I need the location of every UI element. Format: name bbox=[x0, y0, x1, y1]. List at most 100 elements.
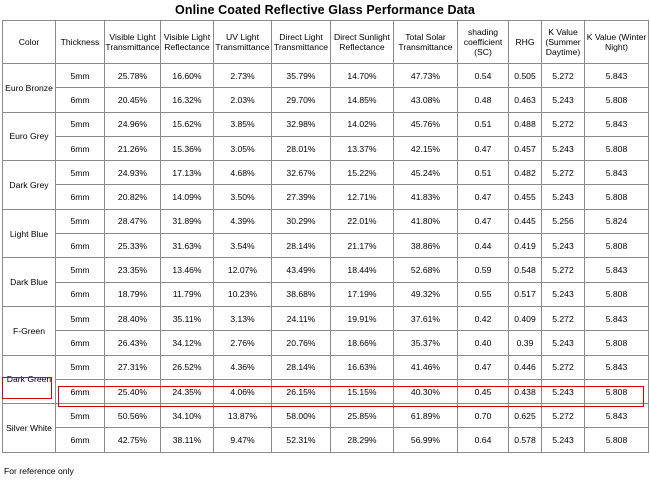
table-cell: 6mm bbox=[55, 378, 105, 405]
column-header: Total Solar Transmittance bbox=[393, 20, 458, 64]
table-cell: 3.13% bbox=[213, 305, 272, 332]
table-cell: 6mm bbox=[55, 184, 105, 210]
table-cell: 58.00% bbox=[271, 403, 331, 429]
table-cell: 13.46% bbox=[160, 257, 214, 283]
column-header: Visible Light Transmittance bbox=[104, 20, 161, 64]
table-cell: 50.56% bbox=[104, 403, 161, 429]
table-cell: 27.39% bbox=[271, 184, 331, 210]
table-cell: 25.78% bbox=[104, 62, 161, 89]
table-cell: 25.40% bbox=[104, 378, 161, 405]
table-cell: 13.37% bbox=[330, 135, 394, 162]
table-cell: 20.82% bbox=[104, 184, 161, 210]
color-cell: Light Blue bbox=[2, 208, 56, 259]
table-cell: 5.808 bbox=[584, 87, 649, 113]
table-cell: 29.70% bbox=[271, 87, 331, 113]
table-cell: 56.99% bbox=[393, 427, 458, 453]
table-cell: 30.29% bbox=[271, 208, 331, 235]
table-cell: 14.09% bbox=[160, 184, 214, 210]
table-cell: 45.76% bbox=[393, 111, 458, 137]
table-cell: 0.51 bbox=[457, 160, 509, 186]
table-cell: 0.40 bbox=[457, 330, 509, 356]
column-header: UV Light Transmittance bbox=[213, 20, 272, 64]
table-cell: 5.256 bbox=[541, 208, 585, 235]
table-row: Light Blue 5mm 28.47% 31.89% 4.39% 30.29% 22.0… bbox=[2, 208, 649, 259]
table-cell: 17.19% bbox=[330, 281, 394, 307]
table-cell: 25.33% bbox=[104, 233, 161, 259]
table-cell: 9.47% bbox=[213, 427, 272, 453]
table-cell: 28.14% bbox=[271, 233, 331, 259]
table-row: 6mm 42.75% 38.11% 9.47% 52.31% 28.29% 56.99% 0.… bbox=[3, 427, 649, 453]
table-cell: 3.50% bbox=[213, 184, 272, 210]
table-cell: 43.49% bbox=[271, 257, 331, 283]
table-cell: 5.243 bbox=[541, 330, 585, 356]
table-cell: 26.15% bbox=[271, 378, 331, 405]
table-cell: 49.32% bbox=[393, 281, 458, 307]
table-cell: 4.68% bbox=[213, 160, 272, 186]
table-cell: 23.35% bbox=[104, 257, 161, 283]
table-cell: 28.40% bbox=[104, 305, 161, 332]
table-row: 6mm 25.33% 31.63% 3.54% 28.14% 21.17% 38.86% 0.… bbox=[3, 233, 649, 259]
table-cell: 5.243 bbox=[541, 281, 585, 307]
table-cell: 14.02% bbox=[330, 111, 394, 137]
table-cell: 18.44% bbox=[330, 257, 394, 283]
table-cell: 0.455 bbox=[508, 184, 542, 210]
column-header: Color bbox=[2, 20, 56, 64]
header-row: Color Thickness Visible Light Transmitta… bbox=[2, 20, 649, 64]
table-cell: 4.06% bbox=[213, 378, 272, 405]
table-row: Dark Blue 5mm 23.35% 13.46% 12.07% 43.49% 18.4… bbox=[2, 257, 649, 307]
table-cell: 6mm bbox=[55, 330, 105, 356]
table-cell: 43.08% bbox=[393, 87, 458, 113]
table-cell: 6mm bbox=[55, 135, 105, 162]
table-row: Dark Green 5mm 27.31% 26.52% 4.36% 28.14% 16.6… bbox=[2, 354, 649, 405]
table-cell: 35.11% bbox=[160, 305, 214, 332]
table-cell: 5.243 bbox=[541, 427, 585, 453]
table-cell: 6mm bbox=[55, 427, 105, 453]
table-cell: 5.808 bbox=[584, 281, 649, 307]
table-cell: 41.83% bbox=[393, 184, 458, 210]
table-cell: 5.243 bbox=[541, 233, 585, 259]
table-cell: 28.14% bbox=[271, 354, 331, 380]
table-cell: 35.79% bbox=[271, 62, 331, 89]
table-cell: 5.272 bbox=[541, 305, 585, 332]
table-row: 6mm 20.82% 14.09% 3.50% 27.39% 12.71% 41.83% 0.… bbox=[3, 184, 649, 210]
table-cell: 5.843 bbox=[584, 403, 649, 429]
table-cell: 5.808 bbox=[584, 184, 649, 210]
column-header: shading coefficient (SC) bbox=[457, 20, 509, 64]
table-cell: 0.45 bbox=[457, 378, 509, 405]
table-cell: 21.26% bbox=[104, 135, 161, 162]
column-header: Thickness bbox=[55, 20, 105, 64]
color-cell: Euro Bronze bbox=[2, 63, 56, 113]
table-cell: 5.808 bbox=[584, 135, 649, 162]
table-cell: 31.63% bbox=[160, 233, 214, 259]
table-cell: 0.51 bbox=[457, 111, 509, 137]
table-cell: 52.68% bbox=[393, 257, 458, 283]
table-cell: 18.66% bbox=[330, 330, 394, 356]
column-header: Direct Sunlight Reflectance bbox=[330, 20, 394, 64]
table-cell: 5.808 bbox=[584, 378, 649, 405]
table-cell: 5.843 bbox=[584, 354, 649, 380]
table-cell: 5.843 bbox=[584, 160, 649, 186]
table-cell: 0.419 bbox=[508, 233, 542, 259]
table-cell: 0.47 bbox=[457, 184, 509, 210]
table-cell: 19.91% bbox=[330, 305, 394, 332]
table-cell: 38.11% bbox=[160, 427, 214, 453]
table-cell: 16.63% bbox=[330, 354, 394, 380]
table-cell: 32.67% bbox=[271, 160, 331, 186]
table-cell: 21.17% bbox=[330, 233, 394, 259]
table-cell: 14.85% bbox=[330, 87, 394, 113]
table-cell: 2.73% bbox=[213, 62, 272, 89]
table-cell: 35.37% bbox=[393, 330, 458, 356]
table-cell: 20.76% bbox=[271, 330, 331, 356]
table-cell: 3.05% bbox=[213, 135, 272, 162]
table-cell: 5.243 bbox=[541, 135, 585, 162]
table-cell: 17.13% bbox=[160, 160, 214, 186]
table-cell: 61.89% bbox=[393, 403, 458, 429]
table-cell: 2.03% bbox=[213, 87, 272, 113]
footnote: For reference only bbox=[4, 466, 74, 476]
table-cell: 38.68% bbox=[271, 281, 331, 307]
table-cell: 5.808 bbox=[584, 427, 649, 453]
table-row: F-Green 5mm 28.40% 35.11% 3.13% 24.11% 19.91% 3… bbox=[2, 305, 649, 356]
color-cell: Euro Grey bbox=[2, 111, 56, 162]
table-cell: 0.64 bbox=[457, 427, 509, 453]
table-cell: 20.45% bbox=[104, 87, 161, 113]
